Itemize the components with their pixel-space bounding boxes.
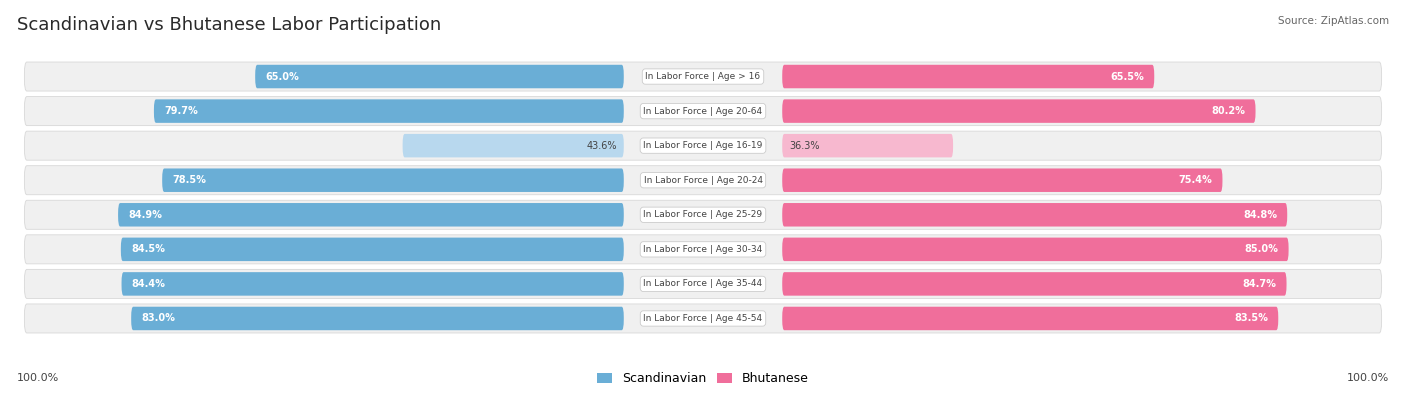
- FancyBboxPatch shape: [782, 307, 1278, 330]
- Text: In Labor Force | Age 45-54: In Labor Force | Age 45-54: [644, 314, 762, 323]
- Text: 65.5%: 65.5%: [1111, 71, 1144, 81]
- FancyBboxPatch shape: [24, 166, 1382, 195]
- FancyBboxPatch shape: [782, 237, 1289, 261]
- FancyBboxPatch shape: [782, 99, 1256, 123]
- Text: 100.0%: 100.0%: [17, 373, 59, 383]
- Text: In Labor Force | Age 20-64: In Labor Force | Age 20-64: [644, 107, 762, 116]
- Text: Scandinavian vs Bhutanese Labor Participation: Scandinavian vs Bhutanese Labor Particip…: [17, 16, 441, 34]
- FancyBboxPatch shape: [24, 304, 1382, 333]
- FancyBboxPatch shape: [782, 65, 1154, 88]
- Text: 84.8%: 84.8%: [1243, 210, 1277, 220]
- Text: 75.4%: 75.4%: [1178, 175, 1212, 185]
- Text: 43.6%: 43.6%: [586, 141, 617, 150]
- FancyBboxPatch shape: [782, 134, 953, 157]
- FancyBboxPatch shape: [782, 168, 1222, 192]
- Text: In Labor Force | Age > 16: In Labor Force | Age > 16: [645, 72, 761, 81]
- Text: 84.9%: 84.9%: [128, 210, 162, 220]
- Text: In Labor Force | Age 30-34: In Labor Force | Age 30-34: [644, 245, 762, 254]
- Text: In Labor Force | Age 16-19: In Labor Force | Age 16-19: [644, 141, 762, 150]
- Text: In Labor Force | Age 25-29: In Labor Force | Age 25-29: [644, 210, 762, 219]
- FancyBboxPatch shape: [131, 307, 624, 330]
- FancyBboxPatch shape: [24, 96, 1382, 126]
- Text: 83.5%: 83.5%: [1234, 314, 1268, 324]
- Text: 83.0%: 83.0%: [142, 314, 176, 324]
- FancyBboxPatch shape: [121, 237, 624, 261]
- Text: 78.5%: 78.5%: [173, 175, 207, 185]
- FancyBboxPatch shape: [121, 272, 624, 295]
- FancyBboxPatch shape: [24, 131, 1382, 160]
- Text: 65.0%: 65.0%: [266, 71, 299, 81]
- FancyBboxPatch shape: [153, 99, 624, 123]
- FancyBboxPatch shape: [118, 203, 624, 227]
- FancyBboxPatch shape: [24, 200, 1382, 229]
- Text: In Labor Force | Age 35-44: In Labor Force | Age 35-44: [644, 279, 762, 288]
- FancyBboxPatch shape: [782, 272, 1286, 295]
- FancyBboxPatch shape: [402, 134, 624, 157]
- Legend: Scandinavian, Bhutanese: Scandinavian, Bhutanese: [592, 367, 814, 390]
- FancyBboxPatch shape: [24, 62, 1382, 91]
- Text: 84.4%: 84.4%: [132, 279, 166, 289]
- FancyBboxPatch shape: [24, 235, 1382, 264]
- Text: 36.3%: 36.3%: [789, 141, 820, 150]
- FancyBboxPatch shape: [256, 65, 624, 88]
- Text: Source: ZipAtlas.com: Source: ZipAtlas.com: [1278, 16, 1389, 26]
- Text: 79.7%: 79.7%: [165, 106, 198, 116]
- FancyBboxPatch shape: [162, 168, 624, 192]
- Text: 80.2%: 80.2%: [1212, 106, 1246, 116]
- FancyBboxPatch shape: [24, 269, 1382, 299]
- Text: In Labor Force | Age 20-24: In Labor Force | Age 20-24: [644, 176, 762, 185]
- FancyBboxPatch shape: [782, 203, 1288, 227]
- Text: 84.5%: 84.5%: [131, 245, 165, 254]
- Text: 84.7%: 84.7%: [1243, 279, 1277, 289]
- Text: 85.0%: 85.0%: [1244, 245, 1278, 254]
- Text: 100.0%: 100.0%: [1347, 373, 1389, 383]
